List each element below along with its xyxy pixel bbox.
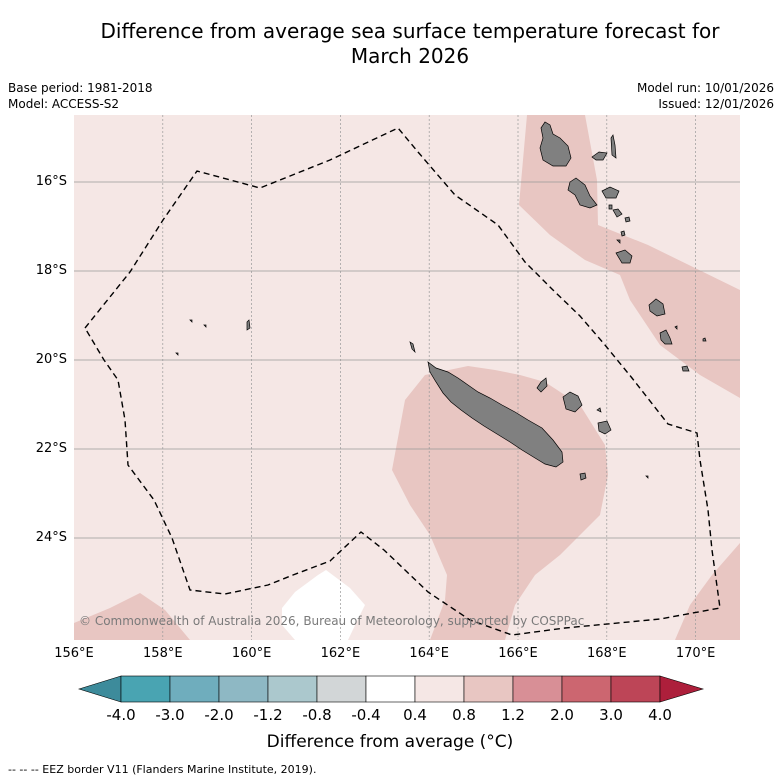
- aniwa: [674, 325, 678, 330]
- tanna: [659, 329, 673, 345]
- longitude-label: 164°E: [409, 646, 449, 661]
- warm-region-bottom-left: [74, 593, 190, 640]
- lifou: [562, 391, 583, 413]
- latitude-label: 24°S: [35, 530, 67, 545]
- colorbar-tick-label: -1.2: [253, 706, 283, 724]
- title-line-2: March 2026: [350, 44, 470, 68]
- land-masses: [175, 121, 707, 481]
- colorbar-segment: [512, 675, 563, 703]
- issued-date: Issued: 12/01/2026: [658, 97, 774, 111]
- colorbar-segment: [610, 675, 661, 703]
- copyright-text: © Commonwealth of Australia 2026, Bureau…: [79, 614, 585, 628]
- malekula: [567, 177, 598, 209]
- colorbar-segment: [169, 675, 220, 703]
- pentecost: [610, 134, 617, 159]
- islet-5: [596, 407, 602, 413]
- model-run: Model run: 10/01/2026: [636, 81, 774, 95]
- colorbar-title: Difference from average (°C): [266, 732, 514, 752]
- islet-3: [608, 204, 613, 210]
- colorbar-tick-label: 4.0: [648, 706, 672, 724]
- islet-9: [645, 475, 649, 479]
- colorbar-segment: [561, 675, 612, 703]
- neutral-region: [282, 570, 365, 640]
- colorbar-segment: [267, 675, 318, 703]
- islet-7: [203, 324, 207, 328]
- epi: [612, 208, 623, 218]
- colorbar-tick-label: -0.4: [351, 706, 381, 724]
- erromango: [648, 298, 666, 317]
- colorbar-segment: [120, 675, 171, 703]
- new-caledonia-grande-terre: [427, 361, 564, 468]
- futuna: [702, 337, 707, 342]
- latitude-label: 18°S: [35, 263, 67, 278]
- colorbar-segment: [463, 675, 514, 703]
- longitude-label: 160°E: [231, 646, 272, 661]
- longitude-label: 162°E: [320, 646, 361, 661]
- longitude-label: 170°E: [675, 646, 716, 661]
- colorbar-tick-label: -4.0: [106, 706, 136, 724]
- colorbar: [77, 675, 705, 703]
- grid-lines: [74, 115, 740, 640]
- latitude-label: 16°S: [35, 174, 67, 189]
- base-period: Base period: 1981-2018: [8, 81, 153, 95]
- meta-left: Base period: 1981-2018 Model: ACCESS-S2: [8, 80, 153, 112]
- chart-title: Difference from average sea surface temp…: [0, 19, 781, 69]
- meta-right: Model run: 10/01/2026 Issued: 12/01/2026: [637, 80, 774, 112]
- colorbar-tick-label: 1.2: [501, 706, 525, 724]
- latitude-label: 20°S: [35, 352, 67, 367]
- longitude-label: 156°E: [54, 646, 94, 661]
- ambrym: [601, 186, 620, 199]
- ouvea: [536, 377, 548, 393]
- islet-6: [189, 319, 193, 323]
- colorbar-tick-label: 2.0: [550, 706, 574, 724]
- model-name: Model: ACCESS-S2: [8, 97, 120, 111]
- colorbar-segment: [218, 675, 269, 703]
- colorbar-segment: [316, 675, 367, 703]
- colorbar-tick-label: 0.4: [403, 706, 427, 724]
- isle-of-pines: [579, 472, 587, 481]
- eez-legend-note: -- -- -- EEZ border V11 (Flanders Marine…: [8, 763, 317, 776]
- colorbar-tick-label: 0.8: [452, 706, 476, 724]
- islet-8: [175, 352, 179, 356]
- latitude-label: 22°S: [35, 441, 67, 456]
- mare: [597, 420, 612, 435]
- longitude-label: 168°E: [587, 646, 627, 661]
- longitude-label: 166°E: [498, 646, 538, 661]
- belep-islands: [409, 341, 416, 354]
- espiritu-santo: [539, 121, 572, 167]
- aneityum: [681, 365, 690, 372]
- efate: [615, 249, 633, 264]
- islet-4: [616, 239, 621, 244]
- islet-2: [624, 216, 631, 223]
- colorbar-segment: [414, 675, 465, 703]
- warm-region-bottom-right: [675, 543, 740, 640]
- map-background: [74, 115, 740, 640]
- colorbar-tick-label: -2.0: [204, 706, 234, 724]
- colorbar-extend-high: [659, 675, 705, 703]
- chesterfield-island: [246, 319, 251, 331]
- ambae: [591, 151, 608, 161]
- warm-region-new-caledonia: [392, 366, 608, 640]
- colorbar-tick-label: -0.8: [302, 706, 332, 724]
- islet-1: [620, 230, 626, 237]
- longitude-label: 158°E: [143, 646, 183, 661]
- title-line-1: Difference from average sea surface temp…: [100, 19, 720, 43]
- colorbar-extend-low: [77, 675, 122, 703]
- colorbar-tick-label: -3.0: [155, 706, 185, 724]
- colorbar-segment: [365, 675, 416, 703]
- colorbar-tick-label: 3.0: [599, 706, 623, 724]
